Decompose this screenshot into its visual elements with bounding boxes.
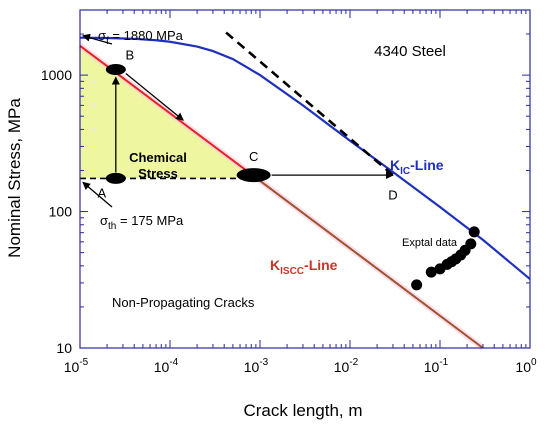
- kic-line-label: KIC-Line: [390, 157, 444, 177]
- arrow-sigma-th: [82, 181, 113, 208]
- y-tick-label: 100: [49, 204, 73, 220]
- x-tick-label: 10-4: [154, 357, 179, 375]
- sigma-th-label: σth = 175 MPa: [100, 213, 184, 232]
- arrow-b-along-kiscc: [125, 72, 184, 121]
- non-propagating-label: Non-Propagating Cracks: [112, 295, 255, 310]
- kic-line: [79, 36, 531, 280]
- exptal-data-point: [425, 266, 437, 278]
- arrows: [82, 33, 394, 208]
- point-label-d: D: [388, 187, 397, 202]
- point-label-c: C: [249, 149, 258, 164]
- sigma-f-label: σf = 1880 MPa: [98, 28, 184, 47]
- x-axis-title: Crack length, m: [243, 401, 362, 420]
- chart-title: 4340 Steel: [374, 43, 446, 60]
- plot-border: [79, 9, 531, 349]
- x-tick-label: 100: [515, 357, 537, 375]
- dashed-asymptote: [225, 31, 394, 177]
- markers: A B C D: [97, 47, 480, 291]
- arrow-sigma-f: [82, 33, 113, 45]
- point-c-marker: [236, 168, 271, 183]
- point-label-b: B: [125, 47, 134, 62]
- x-tick-label: 10-5: [64, 357, 89, 375]
- plot-frame: [79, 9, 531, 349]
- chemical-stress-label-2: Stress: [138, 166, 178, 181]
- kiscc-line-label: KISCC-Line: [270, 257, 338, 277]
- exptal-data-label: Exptal data: [402, 237, 458, 249]
- y-axis-title: Nominal Stress, MPa: [5, 98, 24, 258]
- point-b-marker: [105, 63, 126, 75]
- y-tick-label: 1000: [41, 67, 72, 83]
- chemical-stress-label-1: Chemical: [129, 150, 187, 165]
- kiscc-line-segment-2: [259, 179, 484, 349]
- x-tick-label: 10-3: [244, 357, 269, 375]
- x-tick-label: 10-1: [424, 357, 449, 375]
- x-tick-label: 10-2: [334, 357, 359, 375]
- point-a-marker: [105, 172, 126, 184]
- y-tick-label: 10: [56, 340, 72, 356]
- tick-labels: 10-5 10-4 10-3 10-2 10-1 100 10 100 1000: [41, 67, 537, 375]
- point-label-a: A: [97, 185, 106, 200]
- exptal-data-point: [468, 226, 480, 238]
- exptal-data-point: [465, 238, 477, 250]
- exptal-data-point: [411, 279, 423, 291]
